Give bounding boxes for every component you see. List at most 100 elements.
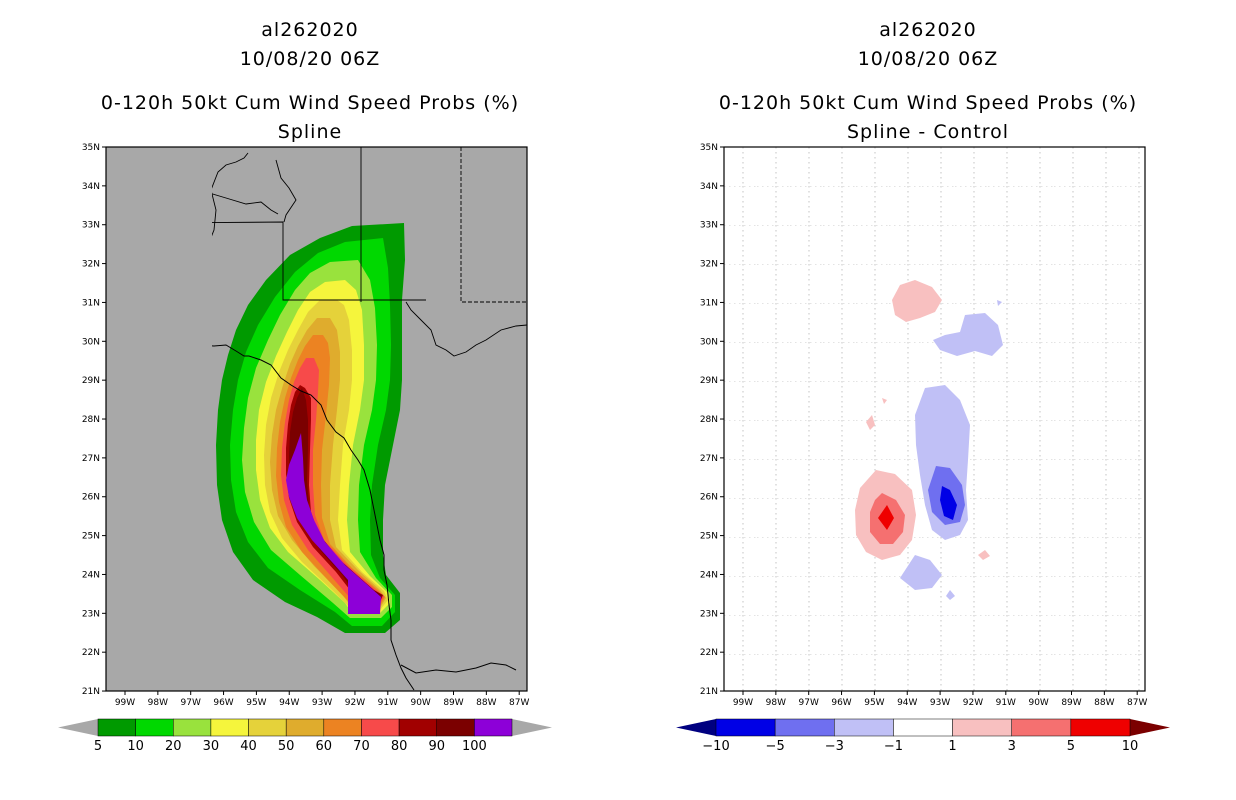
- lat-tick-label: 33N: [700, 221, 718, 231]
- colorbar-swatch: [1011, 718, 1072, 737]
- colorbar-swatch: [715, 718, 776, 737]
- right-chart-title: 0-120h 50kt Cum Wind Speed Probs (%): [718, 92, 1138, 114]
- colorbar-over-arrow: [1130, 719, 1170, 736]
- lon-tick-label: 87W: [509, 698, 529, 708]
- lat-tick-label: 26N: [82, 493, 100, 503]
- colorbar-label: 30: [203, 739, 220, 754]
- lat-tick-label: 28N: [82, 415, 100, 425]
- colorbar-label: −5: [766, 739, 785, 754]
- diff-negative-1: [900, 555, 942, 590]
- lat-tick-label: 31N: [82, 298, 100, 308]
- colorbar-swatch: [361, 718, 400, 737]
- colorbar-swatch: [210, 718, 249, 737]
- lat-tick-label: 21N: [82, 687, 100, 697]
- diff-positive-1: [866, 415, 875, 430]
- colorbar-label: −1: [884, 739, 903, 754]
- colorbar-under-arrow: [58, 719, 98, 736]
- lon-tick-label: 89W: [443, 698, 463, 708]
- colorbar-swatch: [97, 718, 136, 737]
- colorbar-swatch: [135, 718, 174, 737]
- colorbar-label: −3: [825, 739, 844, 754]
- left-date: 10/08/20 06Z: [239, 48, 381, 70]
- diff-negative-5: [940, 486, 957, 520]
- lon-tick-label: 91W: [378, 698, 398, 708]
- right-lon-axis: 99W 98W 97W 96W 95W 94W 93W 92W 91W 90W 89W 88W 87W: [733, 691, 1147, 708]
- colorbar-label: 100: [462, 739, 487, 754]
- lon-tick-label: 99W: [733, 698, 753, 708]
- lon-tick-label: 95W: [246, 698, 266, 708]
- lon-tick-label: 92W: [345, 698, 365, 708]
- lat-tick-label: 29N: [82, 376, 100, 386]
- right-difference-field: [855, 280, 1003, 600]
- lat-tick-label: 33N: [82, 221, 100, 231]
- prob-band-80: [286, 385, 383, 602]
- lon-tick-label: 97W: [799, 698, 819, 708]
- colorbar-label: 80: [391, 739, 408, 754]
- diff-negative-1: [997, 300, 1002, 306]
- lon-tick-label: 90W: [410, 698, 430, 708]
- lat-tick-label: 31N: [700, 298, 718, 308]
- colorbar-swatch: [398, 718, 437, 737]
- lat-tick-label: 34N: [82, 182, 100, 192]
- lon-tick-label: 98W: [766, 698, 786, 708]
- left-map-panel: 35N 34N 33N 32N 31N 30N 29N 28N 27N 26N 25N 24N 23N 2…: [82, 143, 530, 708]
- right-colorbar: −10 −5 −3 −1 1 3 5 10: [676, 718, 1170, 754]
- lat-tick-label: 23N: [82, 609, 100, 619]
- colorbar-label: 90: [428, 739, 445, 754]
- lon-tick-label: 95W: [864, 698, 884, 708]
- colorbar-swatch: [834, 718, 894, 737]
- colorbar-label: 10: [127, 739, 144, 754]
- lon-tick-label: 92W: [963, 698, 983, 708]
- lat-tick-label: 25N: [82, 532, 100, 542]
- colorbar-swatch: [323, 718, 362, 737]
- lon-tick-label: 94W: [897, 698, 917, 708]
- colorbar-swatch: [774, 718, 835, 737]
- lat-tick-label: 25N: [700, 532, 718, 542]
- colorbar-label: 5: [94, 739, 102, 754]
- lat-tick-label: 21N: [700, 687, 718, 697]
- lat-tick-label: 30N: [700, 337, 718, 347]
- lat-tick-label: 35N: [82, 143, 100, 153]
- lat-tick-label: 28N: [700, 415, 718, 425]
- left-colorbar: 5 10 20 30 40 50 60 70 80 90 100: [58, 718, 552, 754]
- lon-tick-label: 88W: [476, 698, 496, 708]
- colorbar-swatch: [893, 718, 953, 737]
- colorbar-label: 5: [1067, 739, 1075, 754]
- left-lat-axis: 35N 34N 33N 32N 31N 30N 29N 28N 27N 26N 25N 24N 23N 2…: [82, 143, 106, 697]
- colorbar-label: 60: [316, 739, 333, 754]
- lon-tick-label: 96W: [213, 698, 233, 708]
- lon-tick-label: 96W: [831, 698, 851, 708]
- diff-positive-5: [878, 505, 894, 530]
- colorbar-swatch: [285, 718, 325, 737]
- colorbar-label: 3: [1008, 739, 1016, 754]
- diff-negative-1: [946, 590, 955, 600]
- colorbar-label: 1: [948, 739, 956, 754]
- right-map-panel: 35N 34N 33N 32N 31N 30N 29N 28N 27N 26N 25N 24N 23N 2…: [700, 143, 1148, 708]
- left-chart-title: 0-120h 50kt Cum Wind Speed Probs (%): [100, 92, 520, 114]
- colorbar-label: −10: [702, 739, 729, 754]
- lon-tick-label: 91W: [996, 698, 1016, 708]
- right-chart-subtitle: Spline - Control: [846, 121, 1010, 143]
- right-storm-id: al262020: [879, 19, 977, 41]
- left-chart-subtitle: Spline: [277, 121, 343, 143]
- colorbar-label: 20: [165, 739, 182, 754]
- lon-tick-label: 93W: [312, 698, 332, 708]
- colorbar-label: 10: [1122, 739, 1139, 754]
- lon-tick-label: 87W: [1127, 698, 1147, 708]
- lat-tick-label: 26N: [700, 493, 718, 503]
- lat-tick-label: 27N: [700, 454, 718, 464]
- left-probability-field: [216, 223, 405, 633]
- colorbar-under-arrow: [676, 719, 716, 736]
- lat-tick-label: 24N: [82, 570, 100, 580]
- right-lat-axis: 35N 34N 33N 32N 31N 30N 29N 28N 27N 26N 25N 24N 23N 2…: [700, 143, 724, 697]
- diff-positive-1: [892, 280, 942, 322]
- diff-negative-1: [933, 313, 1003, 356]
- colorbar-label: 70: [353, 739, 370, 754]
- lat-tick-label: 24N: [700, 570, 718, 580]
- lon-tick-label: 88W: [1094, 698, 1114, 708]
- lat-tick-label: 32N: [82, 260, 100, 270]
- colorbar-swatch: [952, 718, 1012, 737]
- lat-tick-label: 22N: [82, 648, 100, 658]
- lon-tick-label: 93W: [930, 698, 950, 708]
- lon-tick-label: 98W: [148, 698, 168, 708]
